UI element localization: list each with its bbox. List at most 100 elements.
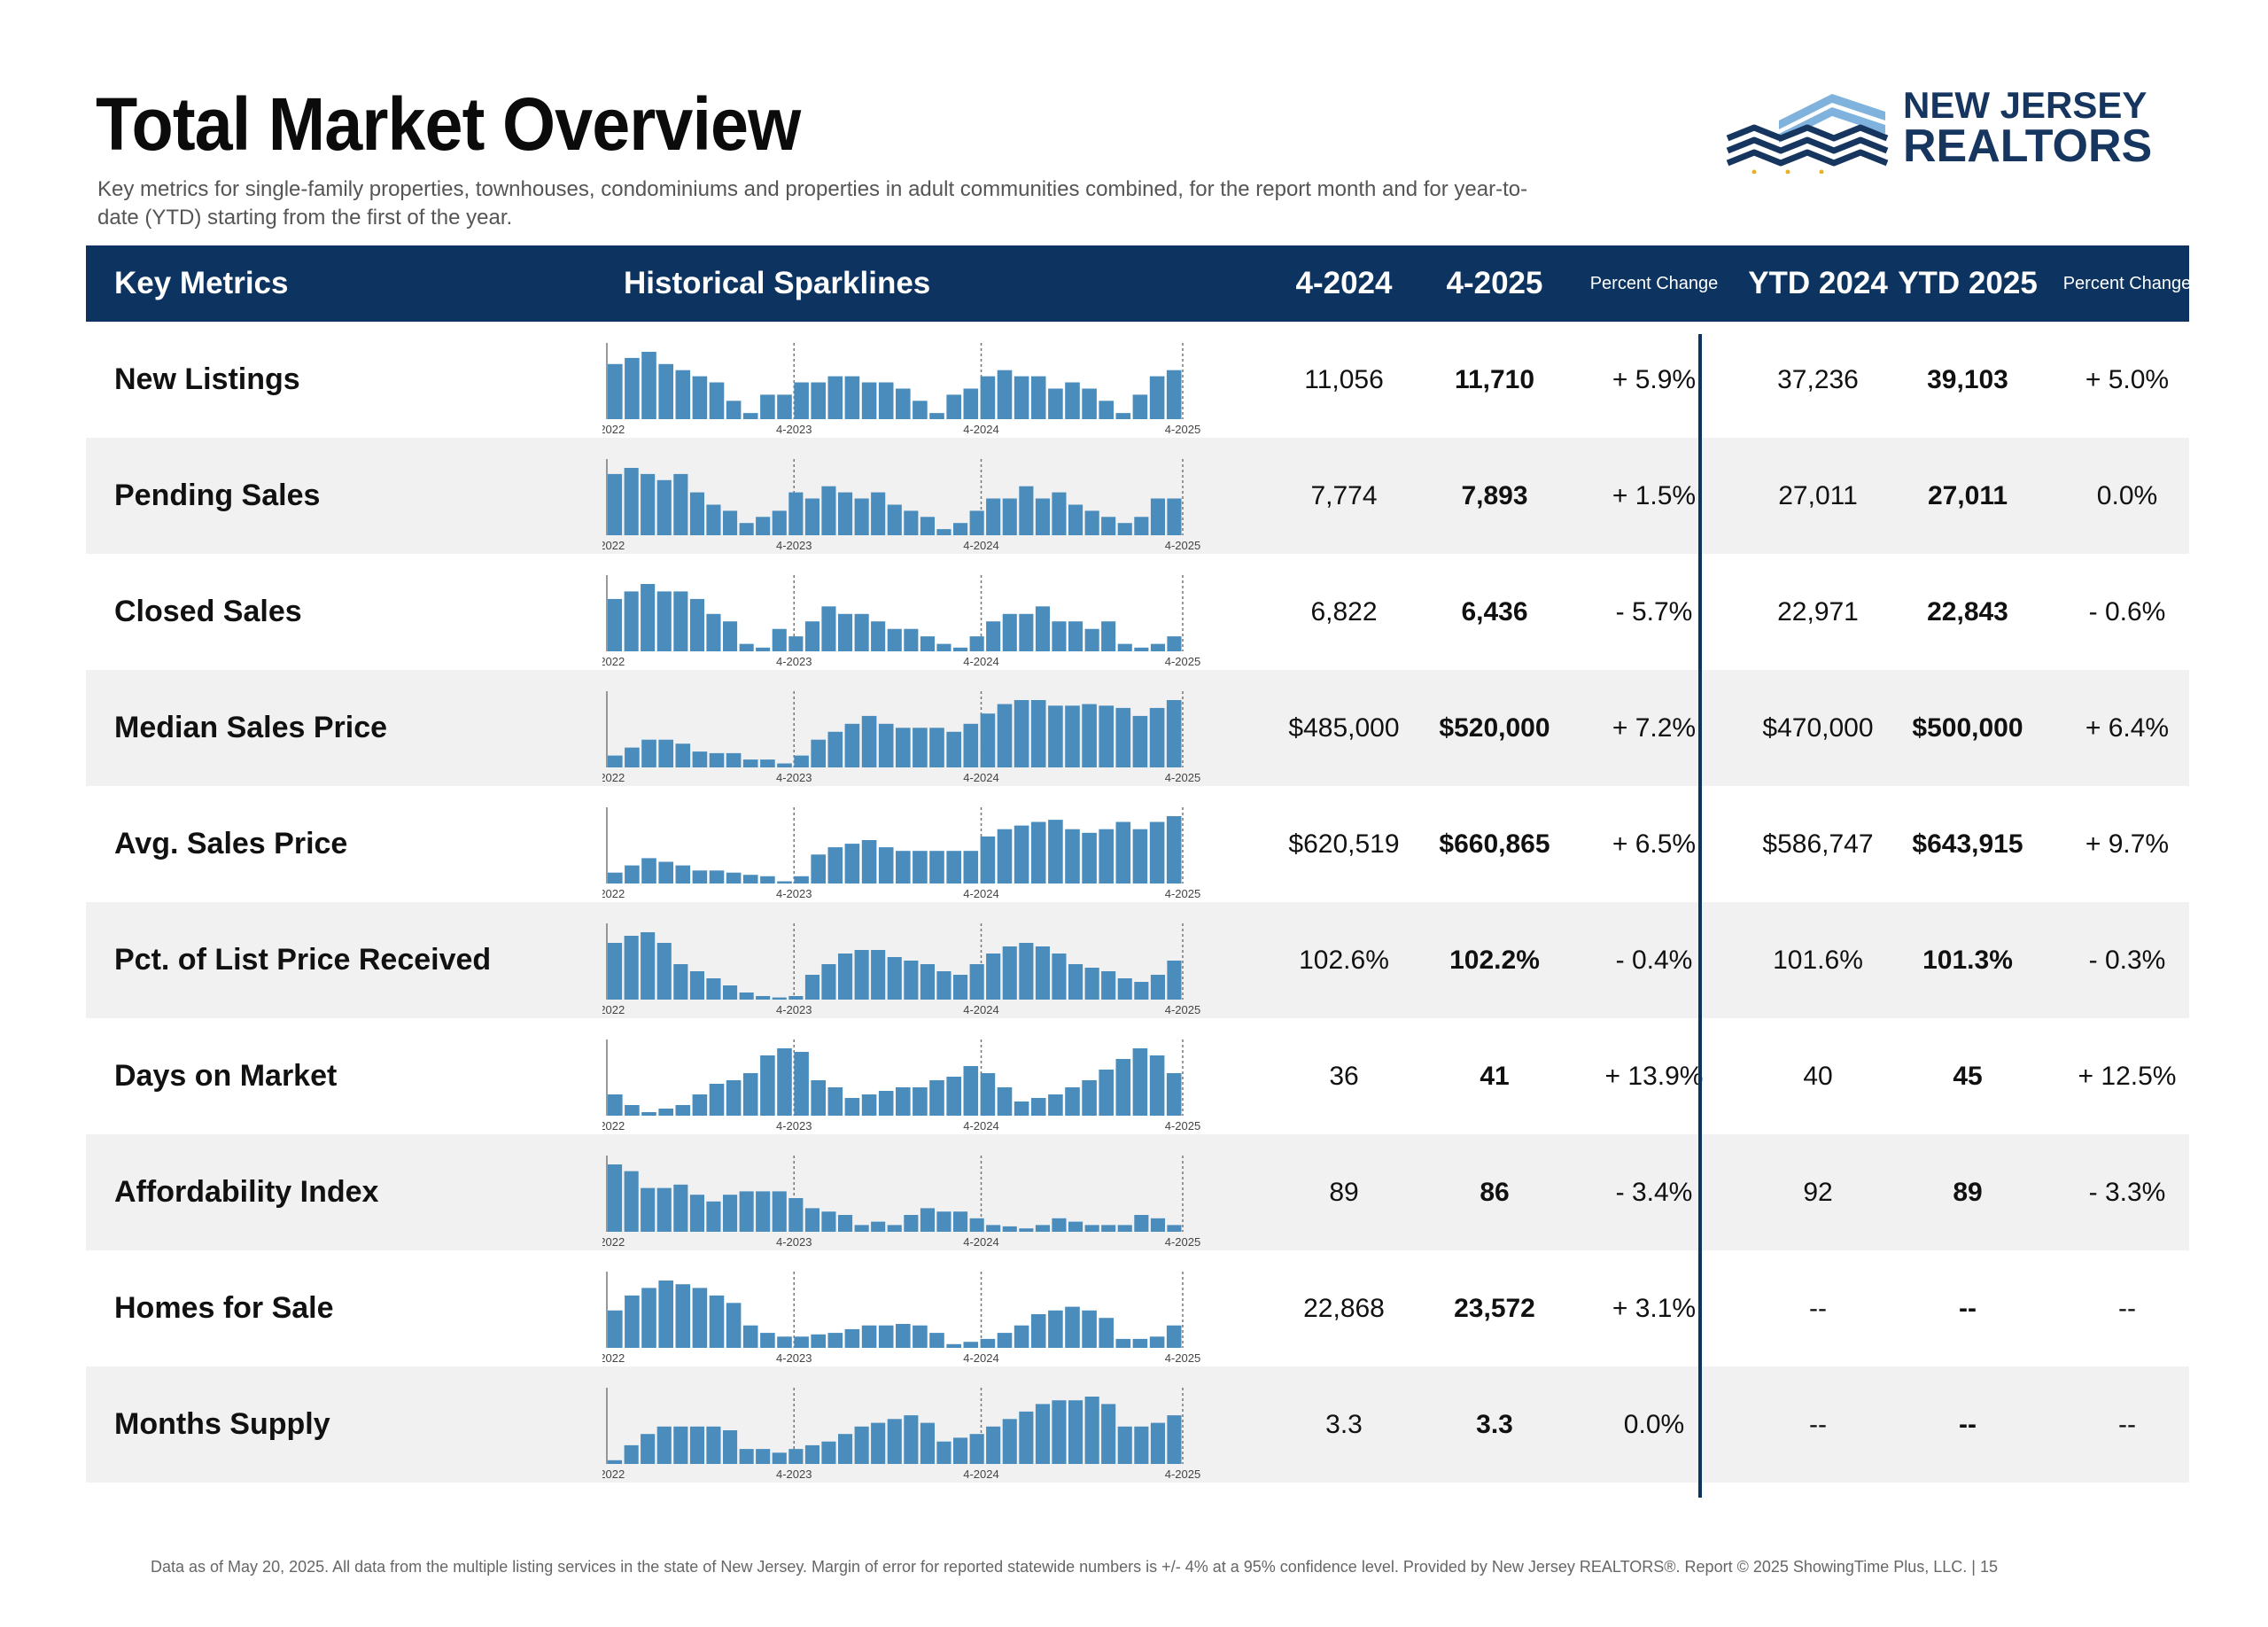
sparkline-bar [1052, 621, 1067, 651]
sparkline-bar [624, 591, 639, 651]
sparkline-bar [1099, 1318, 1114, 1348]
metric-value-ytd_pct: + 12.5% [2078, 1062, 2177, 1091]
metric-value-ytd2025: 101.3% [1922, 946, 2013, 975]
metric-name: New Listings [114, 362, 300, 396]
sparkline-bar [624, 468, 639, 535]
sparkline-bar [844, 1328, 860, 1348]
sparkline-bar [1048, 1310, 1063, 1348]
sparkline-chart: 4-2022 4-2023 4-2024 4-2025 [602, 1388, 1200, 1481]
sparkline-bar [936, 643, 951, 651]
table-body: New Listings 4-2022 4-2023 4-2024 4-2025 11,0… [86, 322, 2189, 1483]
sparkline-bar [1035, 1225, 1050, 1232]
metric-value-m2025: 7,893 [1461, 481, 1528, 510]
sparkline-bar [804, 1208, 819, 1232]
sparkline-bar [1082, 704, 1097, 767]
sparkline-bar [804, 1444, 819, 1464]
sparkline-bar [878, 723, 894, 767]
table-row: New Listings 4-2022 4-2023 4-2024 4-2025 11,0… [86, 322, 2189, 438]
sparkline-bar [1030, 1314, 1046, 1348]
sparkline-bar [963, 1342, 979, 1348]
sparkline-tick-label: 4-2023 [776, 771, 812, 784]
table-row: Months Supply 4-2022 4-2023 4-2024 4-2025 3.3… [86, 1366, 2189, 1483]
sparkline-bar [1052, 1218, 1067, 1232]
sparkline-tick-label: 4-2022 [602, 887, 625, 900]
sparkline-bar [1002, 1226, 1017, 1232]
sparkline-bar [608, 872, 623, 884]
sparkline-bar [821, 964, 836, 1000]
sparkline-bar [804, 498, 819, 535]
table-row: Affordability Index4-20224-20234-20244-2… [86, 1134, 2189, 1250]
sparkline-bar [742, 413, 758, 419]
sparkline-tick-label: 4-2024 [963, 1467, 998, 1481]
sparkline-bar [706, 1426, 721, 1464]
sparkline-bar [1166, 1073, 1182, 1116]
sparkline-bar [986, 498, 1001, 535]
table-header: Key Metrics Historical Sparklines 4-2024… [86, 245, 2191, 322]
sparkline-bar [896, 1324, 911, 1348]
metric-value-m2025: $520,000 [1439, 713, 1550, 743]
sparkline-bar [1002, 946, 1017, 1000]
sparkline-bar [1134, 647, 1149, 651]
sparkline-bar [827, 376, 843, 419]
sparkline-bar [692, 1094, 708, 1116]
sparkline-bar [1030, 1098, 1046, 1116]
sparkline-bar [920, 636, 935, 651]
table-row: Pending Sales 4-2022 4-2023 4-2024 4-2025 7,7… [86, 438, 2189, 554]
sparkline-bar [624, 936, 639, 1000]
sparkline-bar [953, 647, 968, 651]
sparkline-bar [854, 950, 869, 1000]
sparkline-tick-label: 4-2022 [602, 423, 625, 436]
sparkline-bar [641, 1112, 656, 1116]
sparkline-bar [756, 517, 771, 535]
sparkline-bar [1084, 968, 1099, 1000]
metric-value-m2024: $485,000 [1288, 713, 1400, 743]
sparkline-bar [913, 728, 928, 767]
sparkline-tick-label: 4-2025 [1165, 1235, 1200, 1249]
sparkline-bar [673, 591, 688, 651]
sparkline-bar [887, 628, 902, 651]
sparkline-bar [936, 971, 951, 1000]
sparkline-tick-label: 4-2023 [776, 1467, 812, 1481]
header-ytd-2024: YTD 2024 [1748, 266, 1888, 300]
sparkline-bar [1132, 1048, 1148, 1116]
metric-value-pct: + 6.5% [1612, 829, 1697, 859]
metric-name: Homes for Sale [114, 1291, 334, 1325]
sparkline-bar [726, 1303, 742, 1348]
sparkline-bar [772, 997, 787, 1000]
sparkline-tick-label: 4-2024 [963, 423, 998, 436]
sparkline-bar [997, 704, 1013, 767]
sparkline-bar [1132, 829, 1148, 884]
sparkline-bar [1134, 982, 1149, 1000]
metric-value-ytd_pct: -- [2118, 1294, 2136, 1323]
header-ytd-2025: YTD 2025 [1898, 266, 2038, 300]
sparkline-bar [1134, 517, 1149, 535]
metric-value-m2025: 102.2% [1449, 946, 1540, 975]
sparkline-bar [871, 1422, 886, 1464]
sparkline-tick-label: 4-2023 [776, 1119, 812, 1133]
sparkline-bar [887, 957, 902, 1000]
sparkline-bar [706, 504, 721, 535]
sparkline-bar [980, 1073, 996, 1116]
sparkline-bar [1117, 1426, 1132, 1464]
sparkline-bar [1052, 492, 1067, 535]
skyline-logo-icon [1726, 94, 1889, 174]
sparkline-bar [675, 370, 691, 419]
metric-value-ytd_pct: + 6.4% [2085, 713, 2170, 743]
sparkline-bar [1115, 821, 1131, 884]
sparkline-bar [969, 636, 984, 651]
sparkline-bar [777, 763, 792, 767]
sparkline-bar [811, 382, 826, 419]
sparkline-bar [723, 621, 738, 651]
header-sparklines: Historical Sparklines [624, 266, 931, 300]
sparkline-tick-label: 4-2022 [602, 1003, 625, 1016]
sparkline-bar [861, 1094, 877, 1116]
sparkline-tick-label: 4-2022 [602, 655, 625, 668]
sparkline-bar [756, 1191, 771, 1232]
sparkline-bar [1132, 715, 1148, 767]
sparkline-bar [641, 932, 656, 1000]
sparkline-bar [1117, 523, 1132, 535]
sparkline-bar [1035, 606, 1050, 651]
metric-value-pct: + 5.9% [1612, 365, 1697, 394]
new-jersey-realtors-logo: NEW JERSEY REALTORS [1726, 85, 2186, 174]
sparkline-bar [913, 851, 928, 884]
